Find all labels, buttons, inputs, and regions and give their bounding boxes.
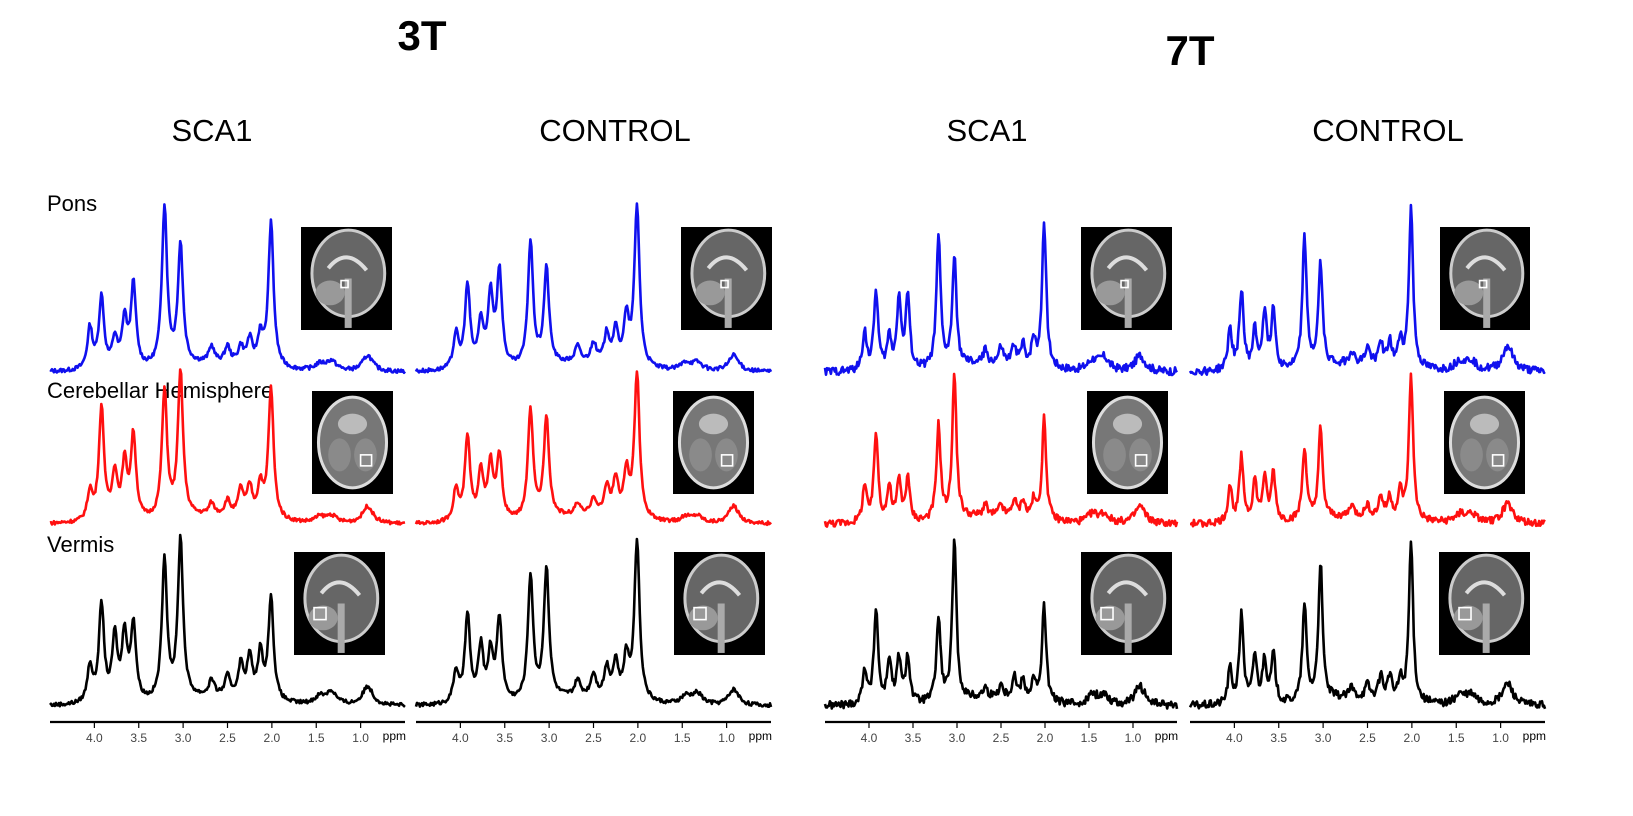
spectrum-7t-control-pons bbox=[1188, 203, 1546, 376]
x-tick-label: 3.0 bbox=[1315, 731, 1332, 745]
mri-inset-cerebellar-hemisphere bbox=[1087, 391, 1168, 494]
column-title-3t-sca1: SCA1 bbox=[172, 113, 253, 148]
voi-box bbox=[1491, 454, 1505, 467]
mri-inset-vermis bbox=[1081, 552, 1172, 655]
spectrum-7t-control-vermis bbox=[1188, 540, 1547, 710]
mri-inset-pons bbox=[1081, 227, 1172, 330]
x-tick-label: 1.0 bbox=[718, 731, 735, 745]
voi-box bbox=[1478, 279, 1488, 289]
mri-inset-pons bbox=[1440, 227, 1530, 330]
voi-box bbox=[693, 606, 707, 621]
x-tick-label: 4.0 bbox=[452, 731, 469, 745]
x-tick-label: 4.0 bbox=[86, 731, 103, 745]
x-tick-label: 1.0 bbox=[352, 731, 369, 745]
voi-box bbox=[359, 454, 373, 467]
x-tick-label: 1.5 bbox=[674, 731, 691, 745]
x-tick-label: 2.5 bbox=[993, 731, 1010, 745]
spectrum-3t-control-cerebellar-hemisphere bbox=[414, 370, 772, 527]
spectrum-3t-sca1-vermis bbox=[49, 533, 406, 708]
x-tick-label: 1.0 bbox=[1125, 731, 1142, 745]
column-title-7t-sca1: SCA1 bbox=[947, 113, 1028, 148]
voi-box bbox=[1458, 606, 1472, 621]
x-tick-label: 2.5 bbox=[219, 731, 236, 745]
x-tick-label: 1.5 bbox=[308, 731, 325, 745]
x-tick-label: 3.5 bbox=[1270, 731, 1287, 745]
spectrum-3t-sca1-pons bbox=[49, 203, 406, 375]
voi-box bbox=[720, 279, 729, 289]
ppm-axes: 4.0 3.5 3.0 2.5 2.0 1.5 1.0 ppm 4.0 3.5 3.0 2.5 2.0 1… bbox=[50, 720, 1546, 745]
x-tick-label: 1.5 bbox=[1448, 731, 1465, 745]
spectrum-7t-sca1-vermis bbox=[823, 538, 1179, 710]
x-tick-label: 2.5 bbox=[585, 731, 602, 745]
spectrum-3t-sca1-cerebellar-hemisphere bbox=[49, 368, 406, 526]
mri-inset-cerebellar-hemisphere bbox=[312, 391, 393, 494]
region-label-vermis: Vermis bbox=[47, 532, 114, 557]
x-tick-label: 3.0 bbox=[175, 731, 192, 745]
column-title-7t-control: CONTROL bbox=[1312, 113, 1464, 148]
column-title-3t-control: CONTROL bbox=[539, 113, 691, 148]
region-label-cerebellar-hemisphere: Cerebellar Hemisphere bbox=[47, 378, 273, 403]
mri-inset-cerebellar-hemisphere bbox=[1444, 391, 1525, 494]
mri-inset-vermis bbox=[674, 552, 765, 655]
voi-box bbox=[1134, 454, 1148, 467]
x-tick-label: 4.0 bbox=[1226, 731, 1243, 745]
x-tick-label: 2.0 bbox=[1404, 731, 1421, 745]
x-unit-label: ppm bbox=[383, 729, 406, 743]
mri-inset-layer bbox=[294, 227, 1530, 655]
x-tick-label: 4.0 bbox=[861, 731, 878, 745]
voi-box bbox=[313, 606, 327, 621]
x-unit-label: ppm bbox=[749, 729, 772, 743]
x-unit-label: ppm bbox=[1523, 729, 1546, 743]
spectra-layer bbox=[49, 202, 1547, 710]
ppm-axis-3t-control: 4.0 3.5 3.0 2.5 2.0 1.5 1.0 ppm bbox=[416, 720, 772, 745]
ppm-axis-7t-sca1: 4.0 3.5 3.0 2.5 2.0 1.5 1.0 ppm bbox=[825, 720, 1178, 745]
x-tick-label: 2.0 bbox=[630, 731, 647, 745]
x-tick-label: 3.5 bbox=[496, 731, 513, 745]
spectrum-7t-sca1-cerebellar-hemisphere bbox=[823, 372, 1179, 528]
x-tick-label: 3.0 bbox=[949, 731, 966, 745]
x-tick-label: 3.5 bbox=[905, 731, 922, 745]
x-unit-label: ppm bbox=[1155, 729, 1178, 743]
ppm-axis-7t-control: 4.0 3.5 3.0 2.5 2.0 1.5 1.0 ppm bbox=[1190, 720, 1546, 745]
field-title-3t: 3T bbox=[397, 12, 446, 59]
mri-inset-vermis bbox=[294, 552, 385, 655]
ppm-axis-3t-sca1: 4.0 3.5 3.0 2.5 2.0 1.5 1.0 ppm bbox=[50, 720, 406, 745]
mri-inset-pons bbox=[301, 227, 392, 330]
x-tick-label: 1.5 bbox=[1081, 731, 1098, 745]
voi-box bbox=[1120, 279, 1129, 289]
x-tick-label: 2.0 bbox=[1037, 731, 1054, 745]
mri-inset-cerebellar-hemisphere bbox=[673, 391, 754, 494]
voi-box bbox=[1100, 606, 1114, 621]
x-tick-label: 2.5 bbox=[1359, 731, 1376, 745]
region-label-pons: Pons bbox=[47, 191, 97, 216]
mri-inset-vermis bbox=[1439, 552, 1530, 655]
voi-box bbox=[340, 279, 349, 289]
spectrum-7t-control-cerebellar-hemisphere bbox=[1189, 372, 1546, 528]
voi-box bbox=[720, 454, 734, 467]
spectrum-3t-control-pons bbox=[414, 202, 773, 374]
field-title-7t: 7T bbox=[1165, 27, 1214, 74]
x-tick-label: 3.0 bbox=[541, 731, 558, 745]
mri-inset-pons bbox=[681, 227, 772, 330]
spectrum-3t-control-vermis bbox=[414, 537, 773, 708]
x-tick-label: 3.5 bbox=[130, 731, 147, 745]
x-tick-label: 1.0 bbox=[1492, 731, 1509, 745]
spectrum-7t-sca1-pons bbox=[823, 221, 1179, 377]
x-tick-label: 2.0 bbox=[264, 731, 281, 745]
